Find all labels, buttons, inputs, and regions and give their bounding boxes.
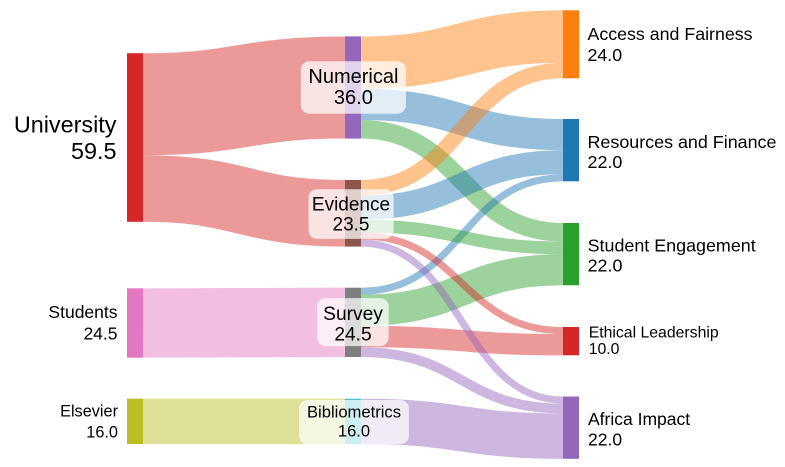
svg-text:24.5: 24.5 — [83, 324, 117, 344]
svg-text:36.0: 36.0 — [334, 87, 373, 109]
svg-text:Africa Impact: Africa Impact — [588, 409, 690, 429]
svg-text:Bibliometrics: Bibliometrics — [307, 402, 401, 421]
svg-text:22.0: 22.0 — [588, 429, 622, 449]
svg-text:59.5: 59.5 — [71, 138, 117, 164]
svg-text:16.0: 16.0 — [338, 421, 370, 440]
svg-text:22.0: 22.0 — [588, 152, 623, 172]
svg-text:Students: Students — [48, 302, 117, 322]
svg-text:22.0: 22.0 — [588, 255, 623, 275]
svg-text:24.5: 24.5 — [334, 325, 371, 346]
svg-text:Numerical: Numerical — [308, 66, 398, 88]
svg-text:Evidence: Evidence — [312, 195, 390, 216]
svg-text:Student Engagement: Student Engagement — [588, 235, 756, 255]
svg-text:Survey: Survey — [323, 304, 383, 325]
svg-text:Elsevier: Elsevier — [60, 402, 118, 420]
svg-text:Resources and Finance: Resources and Finance — [588, 132, 777, 152]
svg-text:23.5: 23.5 — [333, 215, 370, 236]
svg-text:Access and Fairness: Access and Fairness — [588, 24, 753, 44]
svg-text:16.0: 16.0 — [86, 423, 118, 441]
svg-text:10.0: 10.0 — [589, 341, 620, 358]
svg-text:24.0: 24.0 — [588, 45, 623, 65]
svg-text:University: University — [14, 112, 117, 138]
svg-text:Ethical Leadership: Ethical Leadership — [589, 324, 719, 341]
